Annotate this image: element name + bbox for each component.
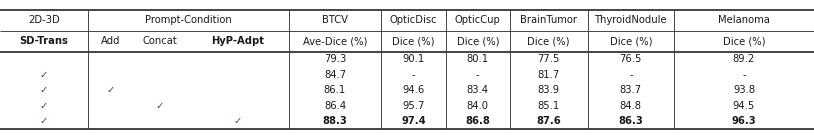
Text: 88.3: 88.3 [322,116,348,126]
Text: Dice (%): Dice (%) [527,36,570,46]
Text: BrainTumor: BrainTumor [520,15,577,25]
Text: 95.7: 95.7 [402,101,425,111]
Text: 94.5: 94.5 [733,101,755,111]
Text: 83.4: 83.4 [466,85,489,95]
Text: 89.2: 89.2 [733,54,755,64]
Text: ✓: ✓ [40,85,48,95]
Text: 94.6: 94.6 [402,85,425,95]
Text: -: - [476,70,479,80]
Text: OpticCup: OpticCup [455,15,501,25]
Text: 86.1: 86.1 [324,85,346,95]
Text: ✓: ✓ [40,70,48,80]
Text: ThyroidNodule: ThyroidNodule [594,15,667,25]
Text: 84.8: 84.8 [619,101,642,111]
Text: OpticDisc: OpticDisc [390,15,437,25]
Text: 2D-3D: 2D-3D [28,15,60,25]
Text: 93.8: 93.8 [733,85,755,95]
Text: Prompt-Condition: Prompt-Condition [145,15,232,25]
Text: 76.5: 76.5 [619,54,642,64]
Text: -: - [412,70,415,80]
Text: Dice (%): Dice (%) [392,36,435,46]
Text: 80.1: 80.1 [466,54,489,64]
Text: 81.7: 81.7 [537,70,560,80]
Text: -: - [629,70,632,80]
Text: 83.7: 83.7 [619,85,642,95]
Text: HyP-Adpt: HyP-Adpt [211,36,264,46]
Text: Dice (%): Dice (%) [610,36,652,46]
Text: ✓: ✓ [155,101,164,111]
Text: ✓: ✓ [40,101,48,111]
Text: Concat: Concat [142,36,177,46]
Text: 84.0: 84.0 [466,101,489,111]
Text: 96.3: 96.3 [732,116,756,126]
Text: SD-Trans: SD-Trans [20,36,68,46]
Text: Ave-Dice (%): Ave-Dice (%) [303,36,367,46]
Text: 83.9: 83.9 [537,85,560,95]
Text: 85.1: 85.1 [537,101,560,111]
Text: 90.1: 90.1 [402,54,425,64]
Text: 86.4: 86.4 [324,101,346,111]
Text: Dice (%): Dice (%) [723,36,765,46]
Text: 77.5: 77.5 [537,54,560,64]
Text: 86.3: 86.3 [619,116,643,126]
Text: ✓: ✓ [233,116,242,126]
Text: 84.7: 84.7 [324,70,346,80]
Text: -: - [742,70,746,80]
Text: 87.6: 87.6 [536,116,561,126]
Text: 86.8: 86.8 [466,116,490,126]
Text: BTCV: BTCV [322,15,348,25]
Text: ✓: ✓ [40,116,48,126]
Text: 97.4: 97.4 [401,116,426,126]
Text: Dice (%): Dice (%) [457,36,499,46]
Text: 79.3: 79.3 [324,54,346,64]
Text: Melanoma: Melanoma [718,15,770,25]
Text: Add: Add [102,36,120,46]
Text: ✓: ✓ [107,85,116,95]
